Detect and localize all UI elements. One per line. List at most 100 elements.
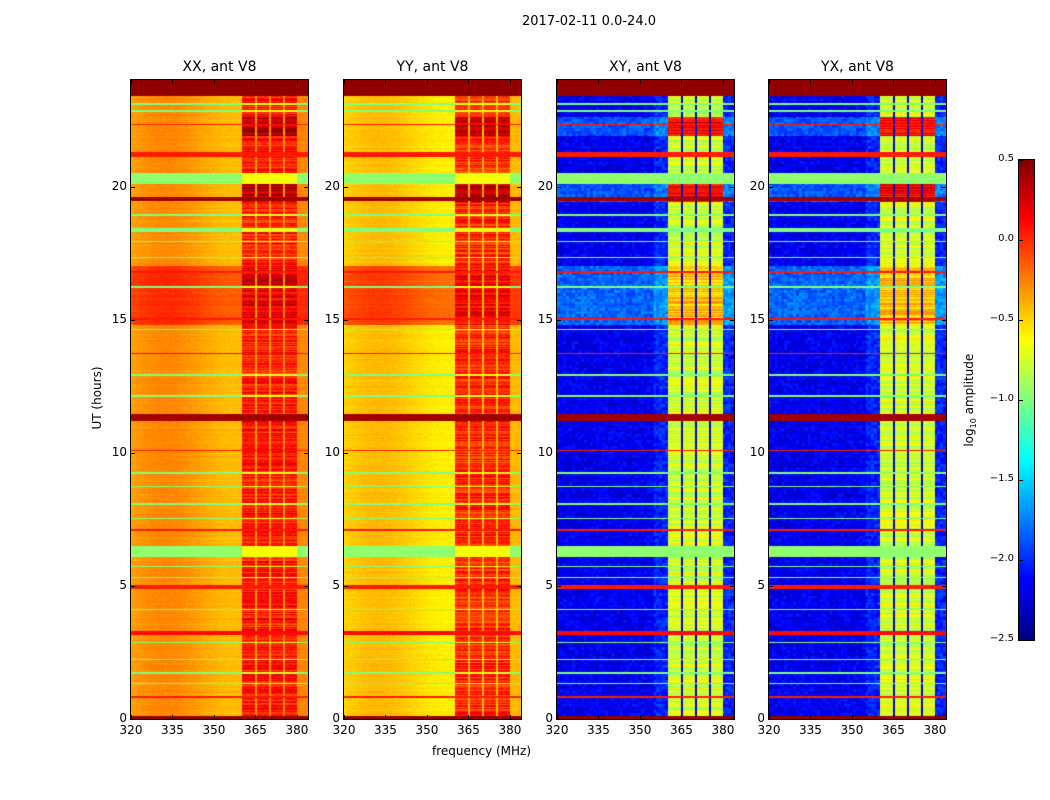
x-axis-label: frequency (MHz) (432, 744, 532, 758)
y-tick-mark (304, 585, 308, 587)
panel-title: XX, ant V8 (182, 59, 257, 75)
x-tick-mark (681, 80, 683, 84)
x-tick-mark (639, 80, 641, 84)
y-tick-mark (557, 319, 561, 321)
heatmap-xy (557, 80, 734, 719)
y-tick-mark (557, 719, 561, 720)
y-tick-mark (131, 719, 135, 720)
x-tick-mark (893, 80, 895, 84)
heatmap-yy (344, 80, 521, 719)
x-tick-mark (934, 80, 936, 84)
x-tick-label: 380 (711, 723, 735, 737)
panel-title: XY, ant V8 (609, 59, 682, 75)
colorbar-tick-label: −2.5 (989, 633, 1014, 644)
x-tick-mark (769, 80, 770, 84)
x-tick-label: 320 (119, 723, 143, 737)
x-tick-mark (213, 715, 215, 719)
y-tick-mark (769, 319, 773, 321)
x-tick-mark (131, 715, 132, 719)
x-tick-mark (722, 80, 724, 84)
y-tick-mark (769, 452, 773, 454)
x-tick-mark (934, 715, 936, 719)
y-tick-mark (131, 319, 135, 321)
y-tick-mark (557, 585, 561, 587)
x-tick-mark (598, 80, 600, 84)
x-tick-label: 335 (799, 723, 822, 737)
x-tick-mark (468, 715, 470, 719)
y-tick-label: 10 (324, 444, 340, 459)
y-tick-mark (769, 719, 773, 720)
panel-title: YX, ant V8 (821, 59, 894, 75)
y-tick-mark (730, 585, 734, 587)
y-tick-mark (517, 186, 521, 188)
x-tick-label: 350 (840, 723, 864, 737)
x-tick-mark (131, 80, 132, 84)
y-tick-mark (344, 585, 348, 587)
y-tick-mark (304, 719, 308, 720)
x-tick-mark (598, 715, 600, 719)
x-tick-mark (426, 80, 428, 84)
y-tick-mark (131, 452, 135, 454)
y-tick-mark (730, 319, 734, 321)
panel-title: YY, ant V8 (396, 59, 469, 75)
x-tick-mark (509, 80, 511, 84)
x-tick-label: 380 (498, 723, 522, 737)
x-tick-mark (255, 715, 257, 719)
y-tick-mark (517, 585, 521, 587)
y-tick-mark (557, 186, 561, 188)
y-tick-label: 10 (111, 444, 127, 459)
x-tick-label: 320 (332, 723, 356, 737)
y-tick-mark (131, 585, 135, 587)
y-tick-mark (517, 452, 521, 454)
y-tick-label: 10 (749, 444, 765, 459)
x-tick-label: 365 (244, 723, 267, 737)
x-tick-mark (385, 80, 387, 84)
colorbar-tick-mark (1019, 240, 1023, 241)
y-tick-mark (942, 585, 946, 587)
y-tick-mark (517, 319, 521, 321)
y-tick-mark (344, 186, 348, 188)
x-tick-label: 380 (285, 723, 309, 737)
x-tick-label: 335 (161, 723, 184, 737)
y-tick-label: 20 (749, 178, 765, 193)
y-tick-mark (769, 585, 773, 587)
heatmap-xx (131, 80, 308, 719)
x-tick-mark (255, 80, 257, 84)
x-tick-mark (213, 80, 215, 84)
x-tick-label: 320 (545, 723, 569, 737)
x-tick-mark (557, 80, 558, 84)
y-tick-label: 15 (111, 311, 127, 326)
y-tick-mark (942, 452, 946, 454)
x-tick-mark (681, 715, 683, 719)
x-tick-mark (639, 715, 641, 719)
y-tick-mark (730, 719, 734, 720)
y-tick-mark (304, 319, 308, 321)
x-tick-mark (769, 715, 770, 719)
colorbar-tick-label: 0.0 (998, 233, 1014, 244)
colorbar-label: log10 amplitude (961, 353, 979, 447)
x-tick-label: 335 (374, 723, 397, 737)
y-tick-mark (942, 186, 946, 188)
x-tick-label: 380 (923, 723, 947, 737)
x-tick-label: 335 (587, 723, 610, 737)
x-tick-label: 350 (202, 723, 226, 737)
x-tick-label: 320 (757, 723, 781, 737)
x-tick-mark (509, 715, 511, 719)
y-tick-mark (942, 719, 946, 720)
x-tick-mark (810, 80, 812, 84)
x-tick-mark (344, 715, 345, 719)
y-tick-label: 0 (119, 711, 127, 725)
x-tick-label: 365 (882, 723, 905, 737)
y-tick-label: 20 (537, 178, 553, 193)
x-tick-mark (172, 80, 174, 84)
colorbar-tick-label: −0.5 (989, 313, 1014, 324)
y-tick-mark (344, 452, 348, 454)
y-tick-label: 10 (537, 444, 553, 459)
x-tick-label: 365 (670, 723, 693, 737)
y-axis-label: UT (hours) (90, 366, 104, 430)
y-tick-mark (131, 186, 135, 188)
x-tick-label: 350 (628, 723, 652, 737)
colorbar-tick-label: −1.0 (989, 393, 1014, 404)
x-tick-mark (851, 80, 853, 84)
y-tick-label: 15 (324, 311, 340, 326)
